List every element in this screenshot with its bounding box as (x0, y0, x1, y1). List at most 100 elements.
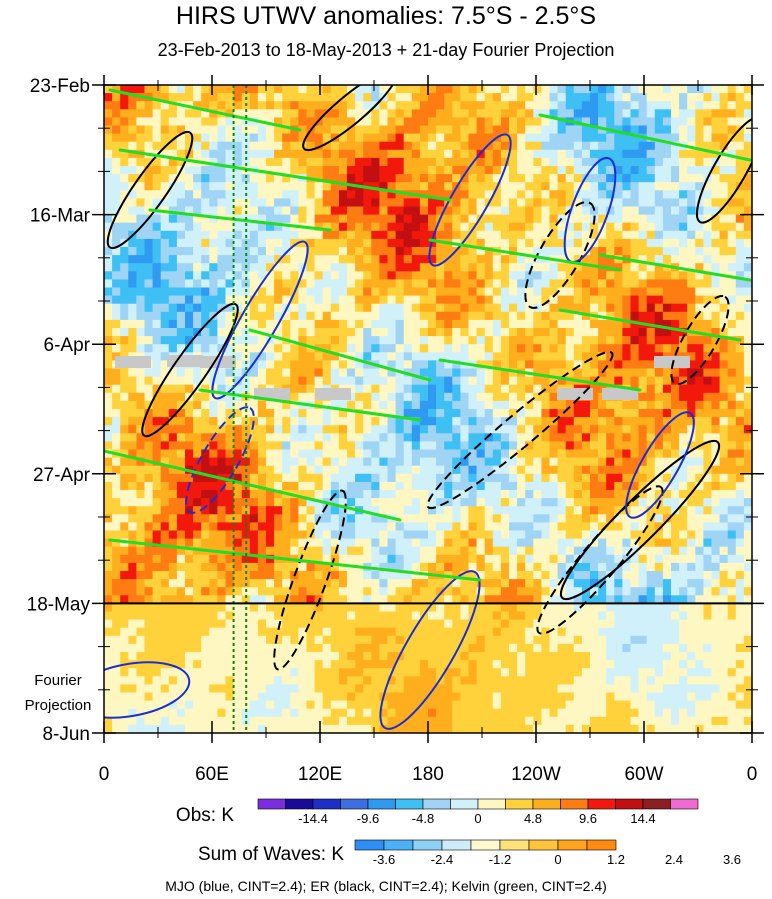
field-cell (509, 409, 518, 418)
field-cell (735, 417, 745, 426)
field-cell (217, 93, 226, 102)
field-cell (533, 214, 542, 224)
field-cell (217, 182, 226, 191)
field-cell (257, 190, 267, 199)
field-cell (411, 117, 421, 126)
field-cell (549, 352, 558, 361)
field-cell (363, 190, 372, 199)
field-cell (557, 530, 567, 539)
field-cell (395, 117, 405, 126)
field-cell (679, 562, 688, 572)
field-cell (185, 425, 194, 434)
field-cell (201, 255, 210, 264)
field-cell (322, 93, 332, 102)
field-cell (671, 271, 680, 280)
field-cell (176, 425, 186, 434)
field-cell (136, 481, 145, 491)
field-cell (233, 222, 243, 232)
field-cell (646, 360, 656, 369)
field-cell (193, 141, 202, 151)
field-cell (581, 303, 591, 313)
field-cell (671, 498, 680, 507)
field-cell (112, 425, 121, 434)
field-cell (144, 141, 153, 151)
field-cell (638, 473, 648, 483)
field-cell (533, 384, 542, 394)
field-cell (168, 441, 178, 450)
field-cell (266, 174, 275, 183)
field-cell (500, 141, 510, 151)
field-cell (144, 522, 153, 531)
field-cell (419, 117, 429, 126)
field-cell (338, 562, 348, 572)
field-cell (735, 562, 745, 572)
field-cell (598, 319, 607, 329)
field-cell (314, 287, 324, 296)
field-cell (509, 271, 518, 280)
field-cell (703, 441, 712, 450)
field-cell (662, 190, 672, 199)
field-cell (419, 271, 429, 280)
field-cell (606, 538, 615, 548)
field-cell (355, 441, 364, 450)
field-cell (590, 336, 599, 345)
field-cell (306, 190, 315, 199)
field-cell (525, 141, 534, 151)
field-cell (379, 125, 388, 134)
field-cell (573, 498, 583, 507)
field-cell (468, 271, 477, 280)
field-cell (638, 157, 648, 167)
field-cell (727, 85, 737, 94)
field-cell (128, 85, 137, 94)
field-cell (719, 546, 729, 556)
field-cell (622, 530, 631, 539)
field-cell (209, 166, 218, 175)
field-cell (525, 198, 534, 207)
field-cell (743, 182, 752, 191)
field-cell (379, 263, 388, 272)
field-cell (695, 255, 704, 264)
field-cell (646, 85, 656, 94)
field-cell (185, 368, 194, 377)
field-cell (727, 433, 737, 442)
field-cell (411, 182, 421, 191)
field-cell (144, 506, 153, 515)
field-cell (314, 319, 324, 329)
field-cell (274, 174, 283, 183)
field-cell (517, 141, 526, 151)
field-cell (395, 498, 405, 507)
field-cell (565, 457, 575, 467)
field-cell (638, 538, 648, 548)
field-cell (549, 109, 558, 118)
field-cell (355, 473, 364, 483)
field-cell (500, 384, 510, 394)
field-cell (460, 417, 469, 426)
field-cell (274, 117, 283, 126)
field-cell (160, 166, 170, 175)
field-cell (168, 433, 178, 442)
field-cell (298, 214, 307, 224)
field-cell (201, 344, 210, 353)
field-cell (193, 417, 202, 426)
field-cell (711, 166, 720, 175)
field-cell (185, 141, 194, 151)
field-cell (136, 506, 145, 515)
field-cell (120, 336, 129, 345)
field-cell (484, 522, 494, 531)
field-cell (225, 538, 234, 548)
field-cell (525, 279, 534, 288)
field-cell (533, 506, 542, 515)
field-cell (654, 473, 664, 483)
field-cell (298, 522, 307, 531)
field-cell (444, 546, 453, 556)
field-cell (671, 279, 680, 288)
field-cell (419, 554, 429, 564)
field-cell (330, 255, 340, 264)
field-cell (233, 141, 243, 151)
field-cell (598, 238, 607, 248)
field-cell (185, 174, 194, 183)
field-cell (193, 514, 202, 523)
field-cell (411, 230, 421, 240)
field-cell (687, 384, 696, 394)
field-cell (395, 85, 405, 94)
